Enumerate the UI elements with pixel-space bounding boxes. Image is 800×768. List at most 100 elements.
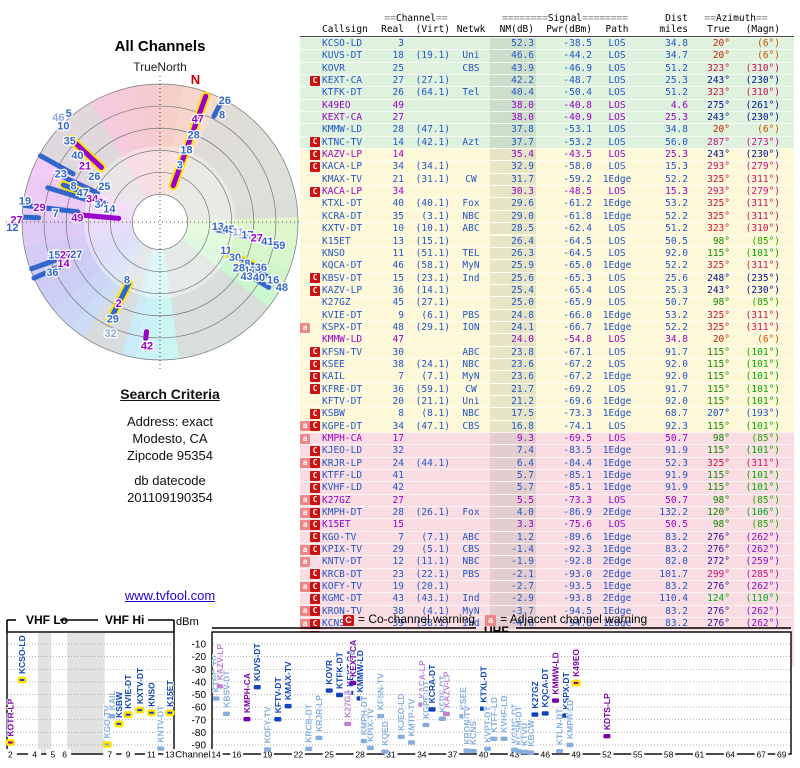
polar-channel-label: 14: [57, 258, 70, 270]
magn-azimuth-cell: (101°): [745, 371, 780, 383]
table-row: C KTNC-TV 14 (42.1) Azt 37.7 -53.2 LOS 56.0 287° (…: [300, 135, 794, 149]
polar-channel-label: 26: [219, 95, 231, 107]
distance-cell: 83.2: [665, 581, 688, 593]
magn-azimuth-cell: (85°): [751, 235, 780, 247]
callsign-cell: KMPH-CA: [322, 433, 363, 445]
table-row: a KMPH-CA 17 9.3 -69.5 LOS 50.7 98° (85°): [300, 432, 794, 445]
channel-tick-label: 49: [571, 750, 581, 760]
dbm-tick-label: -20: [192, 652, 207, 663]
callsign-cell: KNSO: [322, 247, 345, 259]
signal-bar-callsign-label: KTNC-TV: [211, 655, 221, 693]
signal-bar: [500, 736, 508, 742]
magn-azimuth-cell: (273°): [745, 136, 780, 148]
co-channel-warning-marker: C: [310, 470, 320, 481]
co-channel-warning-marker: C: [310, 149, 320, 160]
search-address-line: Address: exact: [127, 414, 213, 429]
path-cell: LOS: [608, 346, 626, 358]
distance-cell: 92.0: [665, 395, 688, 407]
true-azimuth-cell: 98°: [712, 297, 730, 309]
real-channel-cell: 25: [392, 62, 404, 74]
signal-bar: [165, 709, 175, 717]
dbm-tick-label: -70: [192, 715, 207, 726]
real-channel-cell: 35: [392, 210, 404, 222]
signal-bar: [222, 711, 230, 717]
virtual-channel-cell: (14.1): [415, 284, 450, 296]
true-azimuth-cell: 323°: [707, 62, 730, 74]
signal-bar-callsign-label: KTFK-DT: [335, 651, 345, 689]
real-channel-cell: 13: [392, 235, 404, 247]
virtual-channel-cell: (31.1): [415, 173, 450, 185]
signal-bar-callsign-label: KFSN-TV: [376, 673, 386, 710]
network-cell: Ind: [462, 618, 480, 630]
distance-cell: 91.7: [665, 383, 688, 395]
path-cell: 1Edge: [602, 482, 632, 494]
callsign-cell: KSEE: [322, 358, 345, 370]
distance-cell: 51.2: [665, 87, 688, 99]
signal-bar-callsign-label: KMAX-TV: [283, 661, 293, 700]
signal-bar-callsign-label: K15ET: [165, 680, 175, 707]
signal-bar-callsign-label: KXTV-DT: [135, 667, 145, 704]
polar-channel-label: 41: [261, 236, 273, 248]
nm-db-cell: -2.9: [490, 593, 536, 605]
pwr-dbm-cell: -86.9: [563, 507, 592, 519]
tvfool-link[interactable]: www.tvfool.com: [124, 588, 216, 603]
path-cell: LOS: [608, 433, 626, 445]
virtual-channel-cell: (47.1): [415, 420, 450, 432]
signal-bar: [377, 713, 385, 719]
real-channel-cell: 39: [392, 618, 404, 630]
virtual-channel-cell: (21.1): [415, 395, 450, 407]
col-miles: miles: [659, 24, 688, 35]
co-channel-warning-marker: C: [310, 137, 320, 148]
magn-azimuth-cell: (85°): [751, 297, 780, 309]
table-row: C KRCB-DT 23 (22.1) PBS -2.1 -93.0 2Edge 101.7 29…: [300, 567, 794, 581]
magn-azimuth-cell: (6°): [757, 38, 780, 50]
path-cell: LOS: [608, 284, 626, 296]
true-azimuth-cell: 293°: [707, 161, 730, 173]
pwr-dbm-cell: -66.7: [563, 321, 592, 333]
signal-bar: [5, 739, 16, 746]
path-cell: 1Edge: [602, 198, 632, 210]
path-cell: 1Edge: [602, 260, 632, 272]
pwr-dbm-cell: -65.9: [563, 297, 592, 309]
magn-azimuth-cell: (85°): [751, 494, 780, 506]
magn-azimuth-cell: (311°): [745, 198, 780, 210]
pwr-dbm-cell: -50.4: [563, 87, 592, 99]
network-cell: Fox: [462, 507, 480, 519]
distance-cell: 34.7: [665, 50, 688, 62]
adjacent-warning-marker: a: [300, 433, 310, 444]
virtual-channel-cell: (24.1): [415, 358, 450, 370]
polar-channel-label: 49: [71, 213, 83, 225]
polar-channel-label: 7: [52, 208, 58, 220]
pwr-dbm-cell: -48.5: [563, 186, 592, 198]
nm-db-cell: 5.7: [490, 470, 536, 482]
real-channel-cell: 34: [392, 420, 404, 432]
path-cell: LOS: [608, 87, 626, 99]
channel-tick-label: 69: [777, 750, 787, 760]
dbm-tick-label: -90: [192, 741, 207, 752]
adjacent-channel-label: = Adjacent channel warning: [500, 612, 648, 626]
callsign-cell: KMAX-TV: [322, 173, 363, 185]
path-cell: 1Edge: [602, 618, 632, 630]
network-cell: NBC: [462, 556, 480, 568]
path-cell: LOS: [608, 358, 626, 370]
virtual-channel-cell: (58.1): [415, 260, 450, 272]
virtual-channel-cell: (8.1): [421, 408, 450, 420]
co-channel-warning-marker: C: [310, 581, 320, 592]
virtual-channel-cell: (7.1): [421, 531, 450, 543]
nm-db-cell: 3.3: [490, 519, 536, 531]
dbm-tick-label: -60: [192, 703, 207, 714]
callsign-cell: KCNS: [322, 618, 345, 630]
search-criteria: Search Criteria Address: exact Modesto, …: [30, 386, 310, 464]
callsign-cell: KRCB-DT: [322, 568, 363, 580]
polar-channel-label: 18: [180, 144, 192, 156]
pwr-dbm-cell: -59.2: [563, 173, 592, 185]
col-virt: (Virt): [415, 24, 450, 35]
signal-bar-callsign-label: KVIE-DT: [123, 674, 133, 709]
path-cell: 1Edge: [602, 445, 632, 457]
true-azimuth-cell: 207°: [707, 408, 730, 420]
polar-channel-label: 59: [273, 240, 285, 252]
co-channel-warning-marker: C: [310, 273, 320, 284]
path-cell: 1Edge: [602, 371, 632, 383]
magn-azimuth-cell: (310°): [745, 87, 780, 99]
virtual-channel-cell: (6.1): [421, 309, 450, 321]
